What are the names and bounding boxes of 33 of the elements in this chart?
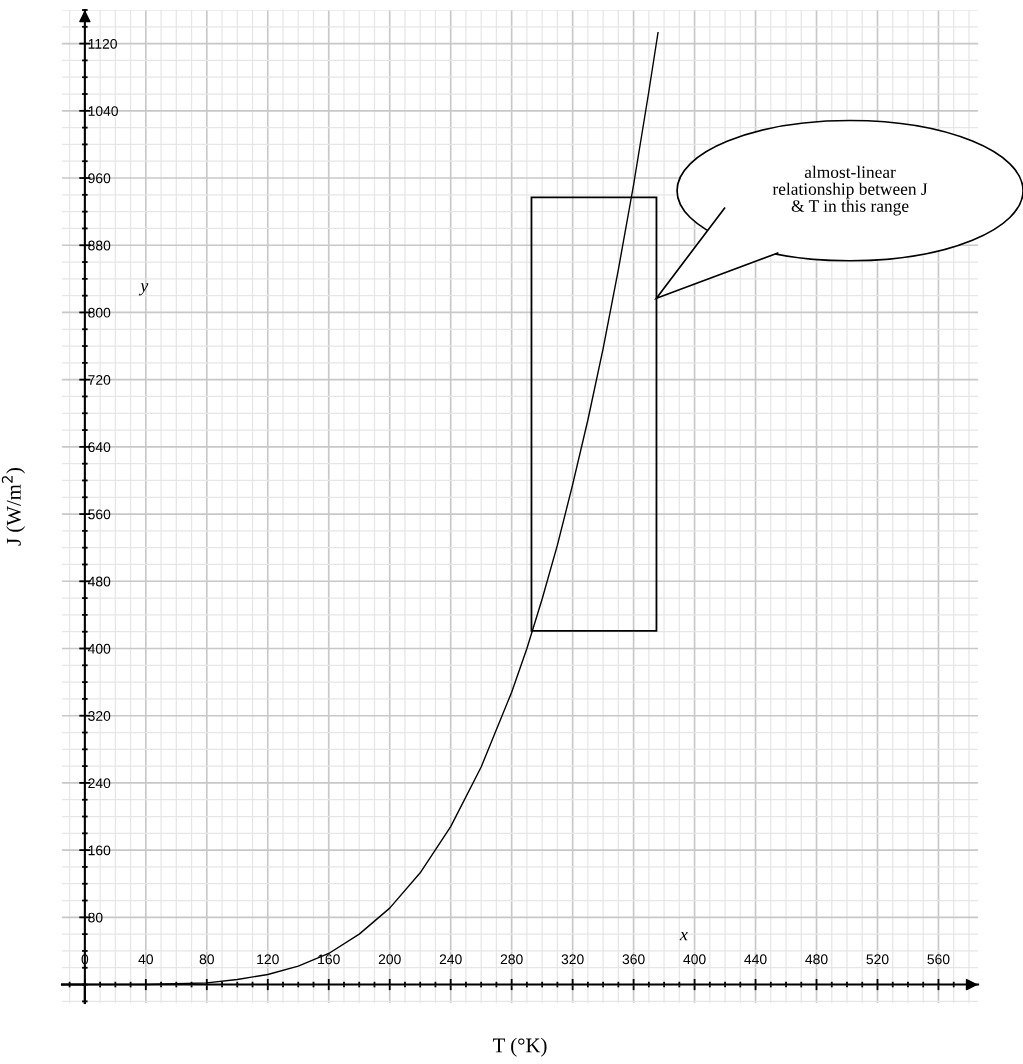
- y-tick-label: 240: [88, 778, 111, 789]
- x-axis-title: T (°K): [493, 1037, 547, 1057]
- x-tick-label: 520: [866, 954, 889, 965]
- x-tick-label: 320: [561, 954, 584, 965]
- y-tick-label: 880: [88, 240, 111, 251]
- x-tick-label: 480: [805, 954, 828, 965]
- y-tick-label: 80: [88, 912, 103, 923]
- x-tick-label: 440: [744, 954, 767, 965]
- x-tick-label: 240: [439, 954, 462, 965]
- y-tick-label: 800: [88, 307, 111, 318]
- x-tick-label: 80: [199, 954, 214, 965]
- y-tick-label: 960: [88, 173, 111, 184]
- x-tick-label: 400: [683, 954, 706, 965]
- annotation: x: [679, 931, 688, 941]
- annotation: almost-linear relationship between J & T in this range: [772, 165, 928, 216]
- x-tick-label: 360: [622, 954, 645, 965]
- x-tick-label: 280: [500, 954, 523, 965]
- y-axis-title: J (W/m$^{2}$): [1, 468, 26, 546]
- y-tick-label: 640: [88, 442, 111, 453]
- y-tick-label: 720: [88, 374, 111, 385]
- y-tick-label: 400: [87, 643, 111, 654]
- y-tick-label: 560: [88, 509, 111, 520]
- y-tick-label: 480: [87, 576, 111, 587]
- x-tick-label: 200: [378, 954, 401, 965]
- x-tick-label: 560: [927, 954, 950, 965]
- y-tick-label: 1120: [88, 38, 117, 49]
- x-tick-label: 120: [257, 954, 279, 965]
- x-tick-label: 40: [138, 954, 154, 965]
- y-tick-label: 1040: [88, 106, 118, 116]
- y-tick-label: 160: [88, 845, 111, 856]
- x-tick-label: 160: [318, 954, 340, 965]
- annotation: y: [138, 283, 149, 296]
- y-tick-label: 320: [88, 711, 111, 721]
